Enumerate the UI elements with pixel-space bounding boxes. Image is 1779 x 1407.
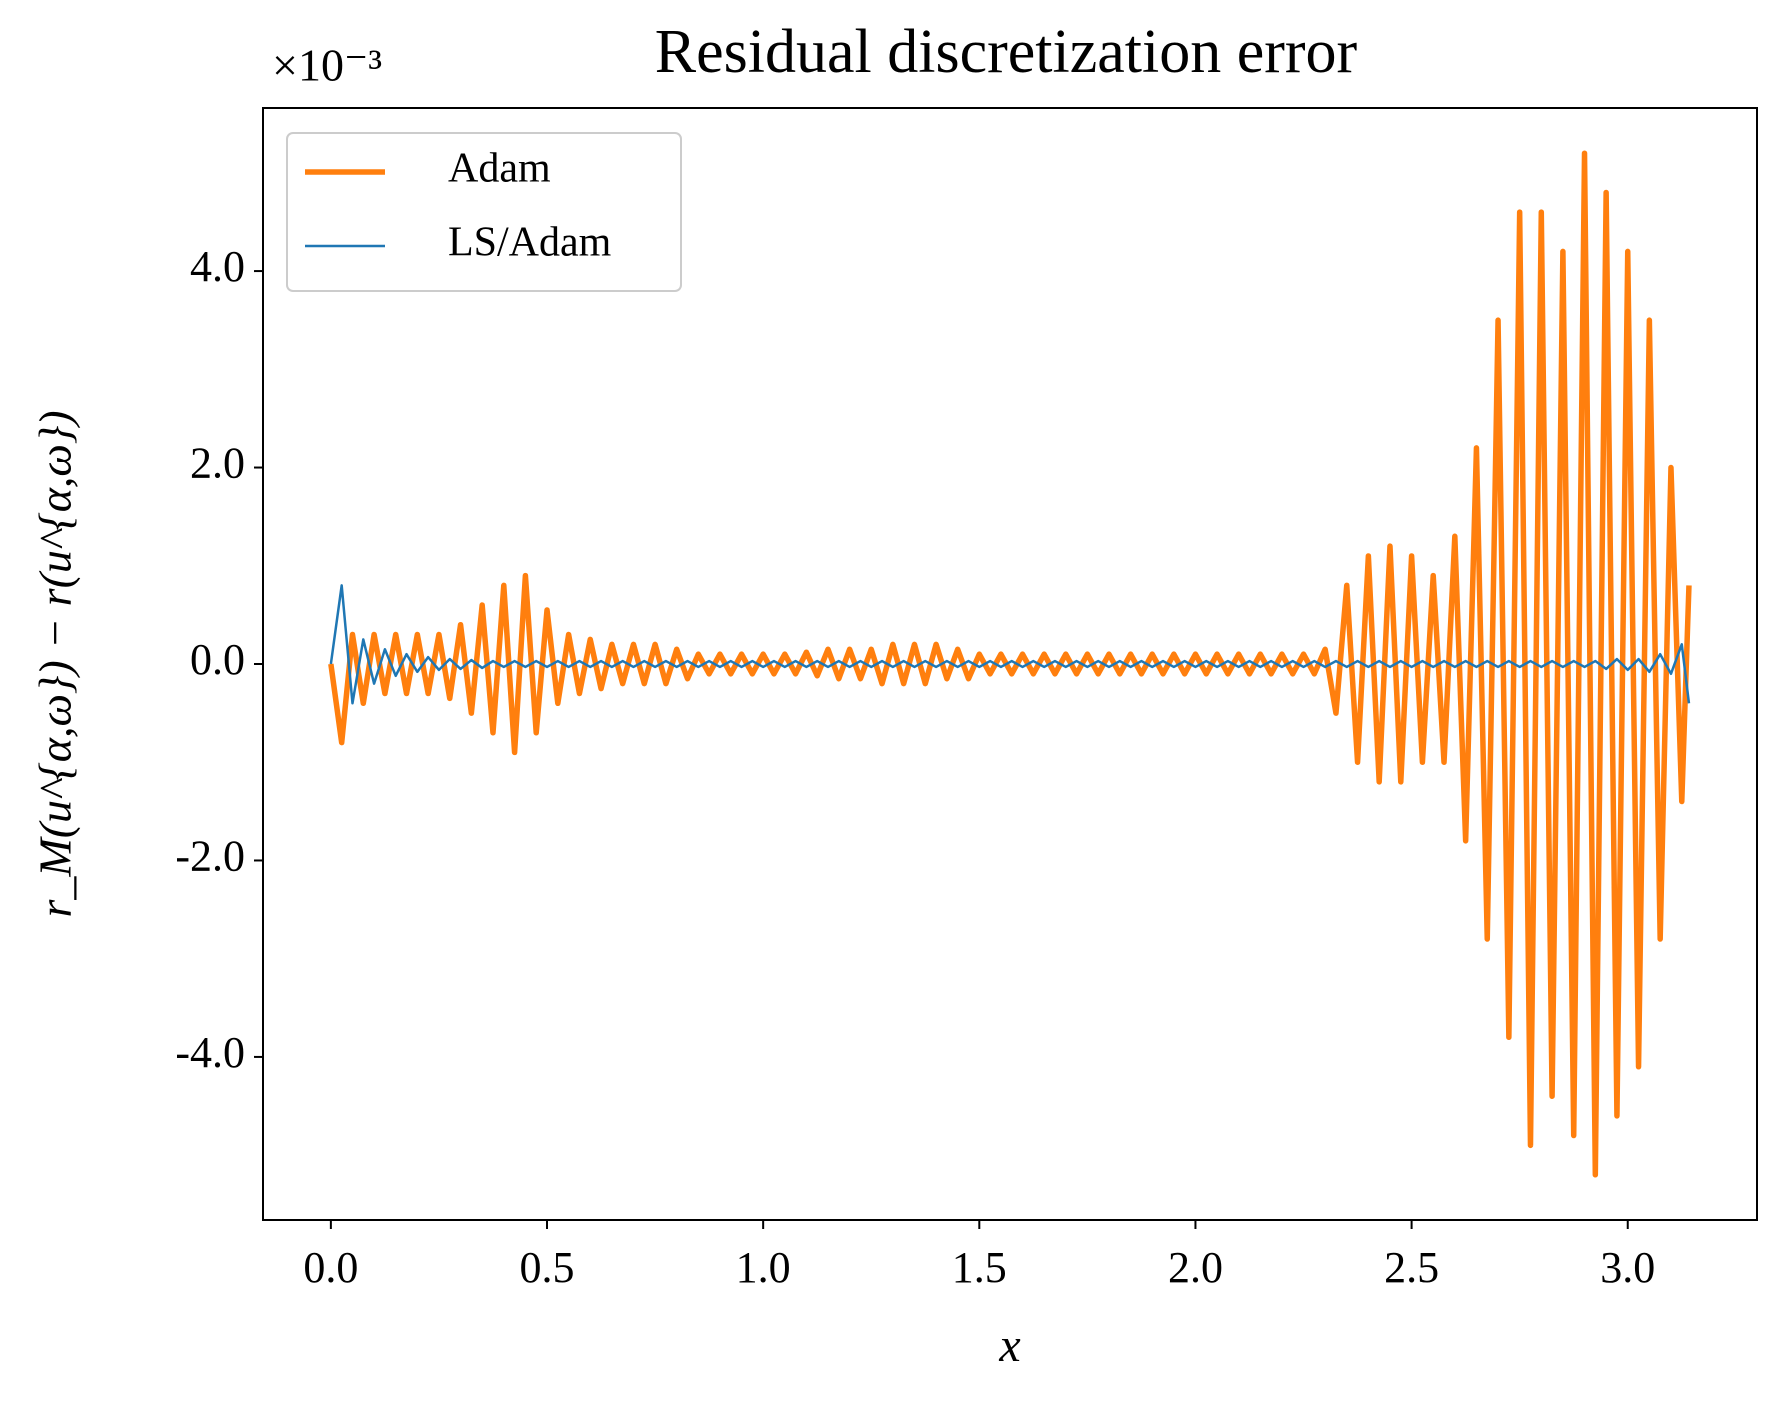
x-axis-label: x: [998, 1319, 1020, 1372]
legend-box: [286, 132, 682, 292]
chart-title: Residual discretization error: [655, 18, 1358, 86]
x-tick-label: 2.0: [1168, 1243, 1223, 1292]
x-tick-label: 3.0: [1600, 1243, 1655, 1292]
x-tick-label: 0.0: [303, 1243, 358, 1292]
x-tick-label: 0.5: [520, 1243, 575, 1292]
series-line: [328, 150, 1692, 1178]
plot-area: [328, 150, 1692, 1178]
x-tick-label: 1.5: [952, 1243, 1007, 1292]
legend-label: LS/Adam: [448, 220, 612, 266]
axis-offset: ×10⁻³: [272, 40, 382, 91]
y-tick-label: -4.0: [175, 1028, 245, 1077]
y-tick-label: -2.0: [175, 832, 245, 881]
y-tick-label: 2.0: [190, 439, 245, 488]
y-axis-label: r_M(u^{α,ω}) − r(u^{α,ω}): [30, 410, 81, 917]
x-tick-label: 2.5: [1384, 1243, 1439, 1292]
series-line: [329, 584, 1691, 705]
x-tick-label: 1.0: [736, 1243, 791, 1292]
legend-label: Adam: [448, 146, 551, 192]
legend: Adam LS/Adam: [286, 132, 682, 292]
y-tick-label: 0.0: [190, 635, 245, 684]
y-tick-label: 4.0: [190, 242, 245, 291]
